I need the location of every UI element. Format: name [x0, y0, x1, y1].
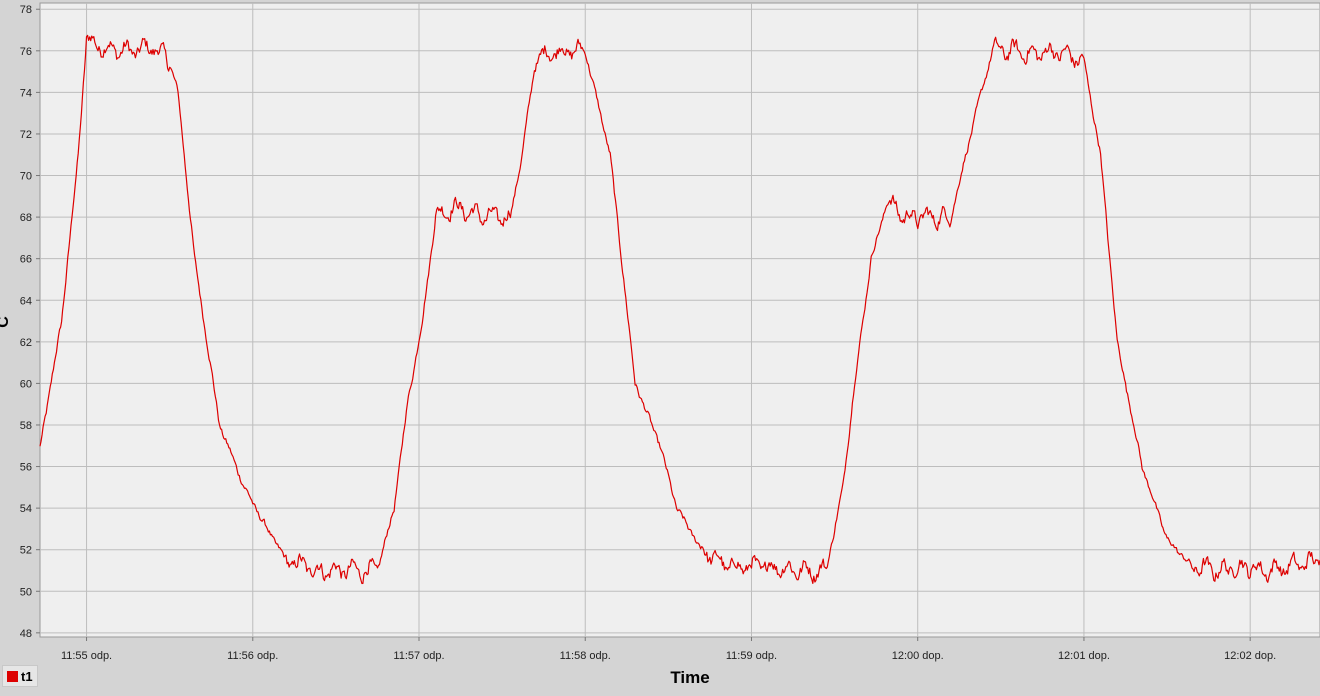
- y-tick-label: 74: [20, 87, 32, 99]
- x-tick-label: 12:02 dop.: [1224, 650, 1276, 662]
- y-tick-label: 68: [20, 212, 32, 224]
- grid-layer: [40, 3, 1320, 637]
- y-tick-label: 64: [20, 295, 32, 307]
- y-tick-label: 76: [20, 46, 32, 58]
- y-tick-label: 78: [20, 4, 32, 16]
- y-tick-label: 48: [20, 628, 32, 640]
- x-tick-label: 12:01 dop.: [1058, 650, 1110, 662]
- plot-background: [39, 2, 1320, 638]
- series-layer: [39, 34, 1320, 585]
- y-tick-label: 52: [20, 545, 32, 557]
- x-tick-label: 11:56 odp.: [227, 650, 278, 662]
- y-tick-label: 50: [20, 586, 32, 598]
- legend[interactable]: t1: [2, 665, 38, 687]
- legend-label-t1: t1: [21, 668, 33, 684]
- y-tick-label: 56: [20, 462, 32, 474]
- x-tick-label: 11:57 odp.: [393, 650, 444, 662]
- y-tick-label: 72: [20, 129, 32, 141]
- x-tick-label: 12:00 dop.: [892, 650, 944, 662]
- y-axis-title: C: [0, 312, 13, 332]
- x-tick-label: 11:59 odp.: [726, 650, 777, 662]
- y-tick-label: 58: [20, 420, 32, 432]
- y-tick-label: 66: [20, 254, 32, 266]
- x-axis-title: Time: [670, 668, 710, 687]
- y-tick-label: 60: [20, 378, 32, 390]
- x-tick-label: 11:55 odp.: [61, 650, 112, 662]
- series-line-t1: [39, 34, 1320, 585]
- legend-swatch-t1: [7, 670, 18, 682]
- tick-layer: 48 50 52 54 56 58 60 62 64 66 68 70 72 74 76 78 11:55 od…: [20, 4, 1276, 662]
- y-tick-label: 62: [20, 337, 32, 349]
- y-tick-label: 54: [20, 503, 32, 515]
- x-tick-label: 11:58 odp.: [560, 650, 611, 662]
- y-tick-label: 70: [20, 171, 32, 183]
